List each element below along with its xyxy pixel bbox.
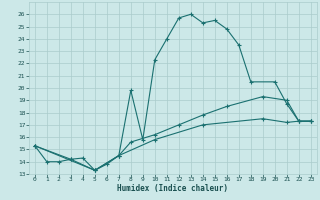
X-axis label: Humidex (Indice chaleur): Humidex (Indice chaleur) [117,184,228,193]
